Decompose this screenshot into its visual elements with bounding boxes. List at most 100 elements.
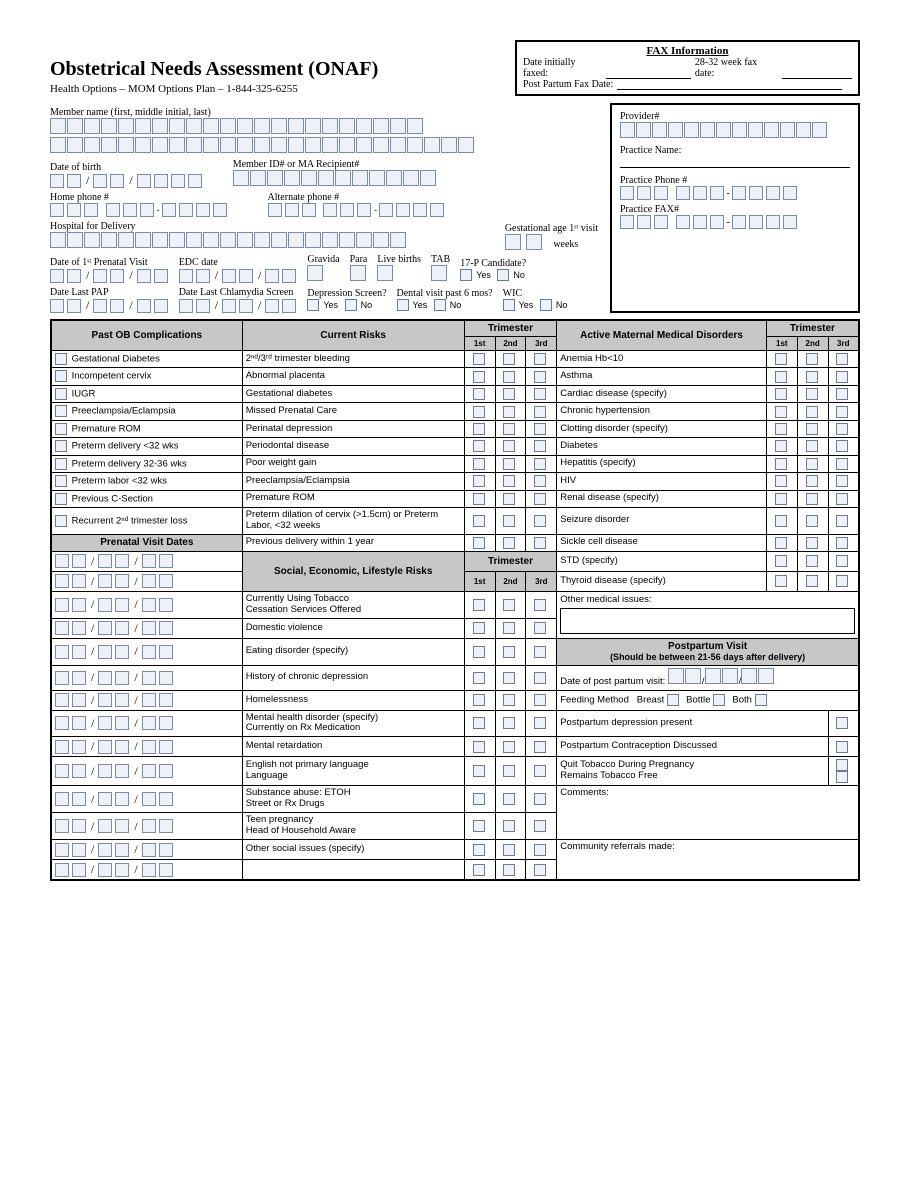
fax-week-label: 28-32 week fax date: xyxy=(695,57,779,79)
dob-field[interactable]: / / xyxy=(50,173,203,188)
practice-fax-field[interactable]: - xyxy=(620,215,850,229)
live-births-field[interactable] xyxy=(377,265,393,281)
maternal-item: Chronic hypertension xyxy=(557,403,767,420)
past-ob-item: Preeclampsia/Eclampsia xyxy=(51,403,242,420)
provider-num-label: Provider# xyxy=(620,111,850,122)
candidate-no[interactable] xyxy=(497,269,509,281)
prenatal-date-row[interactable]: // xyxy=(55,574,239,589)
prenatal-date-row[interactable]: // xyxy=(55,764,239,779)
dental-yes[interactable] xyxy=(397,299,409,311)
prenatal-date-row[interactable]: // xyxy=(55,621,239,636)
first-prenatal-field[interactable]: / / xyxy=(50,268,169,283)
practice-phone-field[interactable]: - xyxy=(620,186,850,200)
prenatal-date-row[interactable]: // xyxy=(55,842,239,857)
page-title: Obstetrical Needs Assessment (ONAF) xyxy=(50,58,515,81)
chlamydia-field[interactable]: / / xyxy=(179,298,298,313)
chlamydia-label: Date Last Chlamydia Screen xyxy=(179,287,298,298)
maternal-item: Asthma xyxy=(557,368,767,385)
provider-box: Provider# Practice Name: Practice Phone … xyxy=(610,103,860,313)
pp-contraception: Postpartum Contraception Discussed xyxy=(557,737,828,757)
edc-label: EDC date xyxy=(179,257,298,268)
fax-title: FAX Information xyxy=(523,45,852,57)
past-ob-item: Gestational Diabetes xyxy=(51,351,242,368)
social-risk-item: Other social issues (specify) xyxy=(242,840,464,860)
maternal-item: Hepatitis (specify) xyxy=(557,455,767,472)
main-risk-table: Past OB Complications Current Risks Trim… xyxy=(50,319,860,881)
provider-num-cells[interactable] xyxy=(620,122,828,138)
hospital-cells[interactable] xyxy=(50,232,407,248)
member-name-cells-2[interactable] xyxy=(50,137,475,153)
pp-tobacco: Quit Tobacco During Pregnancy Remains To… xyxy=(557,757,828,786)
depression-label: Depression Screen? xyxy=(307,288,386,299)
current-risk-item: 2ⁿᵈ/3ʳᵈ trimester bleeding xyxy=(242,351,464,368)
prenatal-dates-header: Prenatal Visit Dates xyxy=(51,534,242,551)
title-block: Obstetrical Needs Assessment (ONAF) Heal… xyxy=(50,40,515,103)
feeding-method: Feeding Method Breast Bottle Both xyxy=(557,690,859,710)
depression-no[interactable] xyxy=(345,299,357,311)
wic-yes[interactable] xyxy=(503,299,515,311)
current-risk-item: Abnormal placenta xyxy=(242,368,464,385)
member-id-cells[interactable] xyxy=(233,170,437,186)
wic-no[interactable] xyxy=(540,299,552,311)
maternal-header: Active Maternal Medical Disorders xyxy=(557,320,767,351)
practice-phone-label: Practice Phone # xyxy=(620,175,850,186)
trimester-header-2: Trimester xyxy=(766,320,859,337)
prenatal-date-row[interactable]: // xyxy=(55,716,239,731)
alt-phone-field[interactable]: - xyxy=(268,203,446,217)
prenatal-date-row[interactable]: // xyxy=(55,670,239,685)
edc-field[interactable]: / / xyxy=(179,268,298,283)
pp-comments[interactable]: Comments: xyxy=(557,786,859,840)
current-risk-item: Perinatal depression xyxy=(242,420,464,437)
fax-week-field[interactable] xyxy=(782,57,852,79)
social-risk-item: Currently Using TobaccoCessation Service… xyxy=(242,591,464,618)
pp-referrals[interactable]: Community referrals made: xyxy=(557,840,859,881)
dob-label: Date of birth xyxy=(50,162,203,173)
practice-name-field[interactable] xyxy=(620,156,850,168)
practice-fax-label: Practice FAX# xyxy=(620,204,850,215)
prenatal-date-row[interactable]: // xyxy=(55,739,239,754)
trimester-header-1: Trimester xyxy=(464,320,556,337)
prenatal-date-row[interactable]: // xyxy=(55,792,239,807)
prenatal-date-row[interactable]: // xyxy=(55,819,239,834)
other-medical: Other medical issues: xyxy=(557,591,859,638)
social-risk-item: Domestic violence xyxy=(242,618,464,638)
postpartum-date: Date of post partum visit: // xyxy=(557,665,859,690)
social-risk-item: History of chronic depression xyxy=(242,665,464,690)
prenatal-date-row[interactable]: // xyxy=(55,554,239,569)
member-name-cells[interactable] xyxy=(50,118,424,134)
para-field[interactable] xyxy=(350,265,366,281)
first-prenatal-label: Date of 1ˢᵗ Prenatal Visit xyxy=(50,257,169,268)
live-births-label: Live births xyxy=(377,254,421,265)
dental-no[interactable] xyxy=(434,299,446,311)
prenatal-date-row[interactable]: // xyxy=(55,862,239,877)
pp-depression: Postpartum depression present xyxy=(557,710,828,737)
depression-yes[interactable] xyxy=(307,299,319,311)
social-risk-item: Substance abuse: ETOH Street or Rx Drugs xyxy=(242,786,464,813)
gravida-field[interactable] xyxy=(307,265,323,281)
prenatal-date-row[interactable]: // xyxy=(55,644,239,659)
pap-field[interactable]: / / xyxy=(50,298,169,313)
current-risk-item: Missed Prenatal Care xyxy=(242,403,464,420)
tab-field[interactable] xyxy=(431,265,447,281)
other-medical-field[interactable] xyxy=(560,608,855,634)
past-ob-item: IUGR xyxy=(51,385,242,402)
fax-postpartum-field[interactable] xyxy=(617,79,842,90)
candidate-yes[interactable] xyxy=(460,269,472,281)
prenatal-date-row[interactable]: // xyxy=(55,597,239,612)
past-ob-header: Past OB Complications xyxy=(51,320,242,351)
candidate-label: 17-P Candidate? xyxy=(460,258,529,269)
past-ob-item: Recurrent 2ⁿᵈ trimester loss xyxy=(51,507,242,534)
prenatal-date-row[interactable]: // xyxy=(55,693,239,708)
past-ob-item: Premature ROM xyxy=(51,420,242,437)
home-phone-field[interactable]: - xyxy=(50,203,228,217)
member-name-label: Member name (first, middle initial, last… xyxy=(50,107,598,118)
social-risk-item: Homelessness xyxy=(242,690,464,710)
maternal-item: Seizure disorder xyxy=(557,507,767,534)
social-risk-item: Eating disorder (specify) xyxy=(242,638,464,665)
member-id-label: Member ID# or MA Recipient# xyxy=(233,159,437,170)
fax-date-initial-field[interactable] xyxy=(606,57,690,79)
current-risk-item: Preterm dilation of cervix (>1.5cm) or P… xyxy=(242,507,464,534)
tab-label: TAB xyxy=(431,254,450,265)
weeks-label: weeks xyxy=(553,239,578,250)
maternal-item: Thyroid disease (specify) xyxy=(557,571,767,591)
